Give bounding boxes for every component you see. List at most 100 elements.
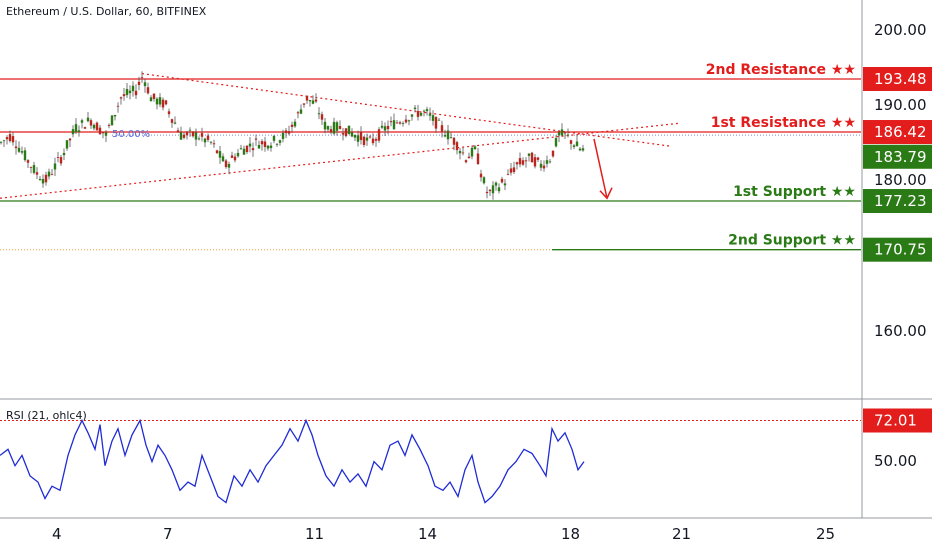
candle-body <box>74 124 78 133</box>
candle-body <box>233 156 237 161</box>
candle-body <box>425 109 429 112</box>
candle-body <box>95 122 99 131</box>
candle-body <box>113 114 117 117</box>
candle-body <box>77 130 81 132</box>
candle-body <box>332 121 336 134</box>
candle-body <box>353 134 357 138</box>
candle-body <box>62 152 66 156</box>
rsi-y-tick-label: 50.00 <box>874 452 917 470</box>
price-tag-1st-support: 177.23 <box>874 192 927 210</box>
candle-body <box>272 135 276 141</box>
candle-body <box>428 113 432 116</box>
candle-body <box>5 137 9 140</box>
lower-trendline <box>0 122 681 199</box>
y-tick-label: 200.00 <box>874 21 927 39</box>
candle-body <box>560 129 564 136</box>
candle-body <box>185 132 189 136</box>
candle-body <box>398 122 402 124</box>
candle-body <box>149 97 153 102</box>
candle-body <box>509 168 513 173</box>
candle-body <box>452 137 456 145</box>
candle-body <box>572 145 576 147</box>
price-tag-1st-resistance: 186.42 <box>874 123 927 141</box>
candle-body <box>392 120 396 130</box>
candle-body <box>29 166 33 168</box>
candle-body <box>500 178 504 183</box>
candle-body <box>446 130 450 140</box>
candle-body <box>155 98 159 105</box>
x-tick-label: 18 <box>561 525 580 543</box>
candle-body <box>437 119 441 121</box>
candle-body <box>128 90 132 94</box>
candle-body <box>344 128 348 137</box>
candle-body <box>470 147 474 157</box>
candle-body <box>104 132 108 136</box>
candle-body <box>395 122 399 124</box>
price-tag-box <box>863 66 932 91</box>
candle-body <box>473 146 477 150</box>
candle-body <box>422 110 426 112</box>
candle-body <box>212 143 216 145</box>
upper-trendline <box>141 72 673 148</box>
candle-body <box>431 115 435 121</box>
candle-body <box>485 191 489 194</box>
candle-body <box>311 100 315 104</box>
candle-body <box>284 130 288 134</box>
candle-body <box>167 111 171 115</box>
candle-body <box>578 148 582 151</box>
candle-body <box>569 140 573 144</box>
price-tag-2nd-support: 170.75 <box>874 241 927 259</box>
candle-body <box>218 151 222 158</box>
candle-body <box>581 148 585 151</box>
candle-body <box>389 121 393 123</box>
candle-body <box>209 141 213 143</box>
candle-body <box>533 157 537 167</box>
candle-body <box>368 136 372 138</box>
candle-body <box>239 148 243 150</box>
candle-body <box>314 99 318 102</box>
candle-body <box>278 140 282 143</box>
candle-body <box>140 77 144 79</box>
candle-body <box>512 167 516 173</box>
candle-body <box>101 132 105 134</box>
candle-body <box>503 183 507 186</box>
candle-body <box>287 131 291 134</box>
candle-body <box>341 133 345 135</box>
x-tick-label: 25 <box>816 525 835 543</box>
candle-body <box>305 95 309 101</box>
candle-body <box>413 107 417 110</box>
candle-body <box>419 112 423 116</box>
candle-body <box>296 112 300 114</box>
candle-body <box>98 127 102 135</box>
candle-body <box>494 182 498 186</box>
candle-body <box>356 135 360 142</box>
candle-body <box>263 141 267 147</box>
candle-body <box>362 136 366 146</box>
candle-body <box>170 119 174 123</box>
candle-body <box>404 119 408 123</box>
candle-body <box>302 103 306 105</box>
candle-body <box>20 151 24 153</box>
candle-body <box>83 127 87 129</box>
candle-body <box>227 163 231 168</box>
candle-body <box>260 141 264 145</box>
level-label-2nd-resistance: 2nd Resistance ★★ <box>706 62 856 78</box>
candle-body <box>44 174 48 183</box>
candle-body <box>11 136 15 143</box>
candle-body <box>407 120 411 122</box>
candle-body <box>194 132 198 140</box>
candle-body <box>41 179 45 184</box>
candle-body <box>92 124 96 129</box>
candle-body <box>269 145 273 149</box>
candle-body <box>359 132 363 141</box>
price-tag-box <box>863 189 932 214</box>
candle-body <box>335 122 339 131</box>
candle-body <box>203 138 207 143</box>
candle-body <box>326 126 330 130</box>
candle-body <box>221 156 225 162</box>
candle-body <box>449 137 453 139</box>
candle-body <box>380 125 384 128</box>
candle-body <box>374 139 378 141</box>
candle-body <box>119 97 123 99</box>
